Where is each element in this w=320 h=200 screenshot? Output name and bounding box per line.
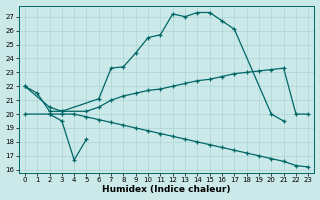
X-axis label: Humidex (Indice chaleur): Humidex (Indice chaleur) [102, 185, 231, 194]
